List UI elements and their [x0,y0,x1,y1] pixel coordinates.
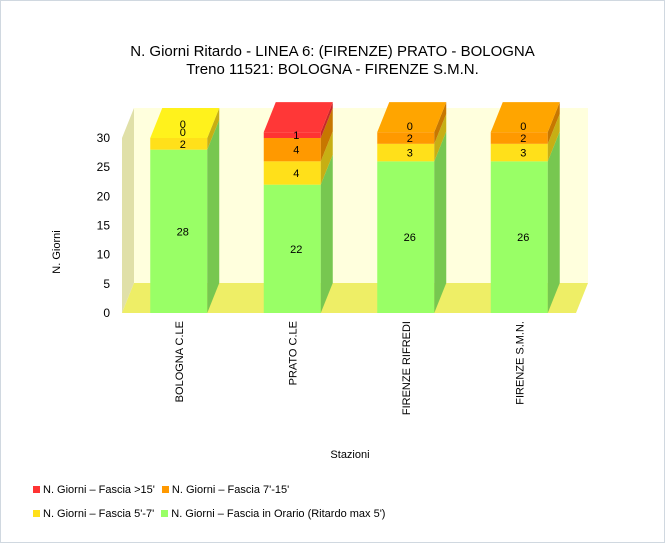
bar-segment-side [320,131,333,185]
data-label: 26 [517,232,529,244]
y-tick-label: 10 [97,248,111,262]
bar-segment [377,143,435,162]
bar-segment [263,184,321,313]
bar-segment [263,161,321,185]
legend-label: N. Giorni – Fascia in Orario (Ritardo ma… [171,508,386,520]
legend-row-1: N. Giorni – Fascia >15' N. Giorni – Fasc… [33,484,293,496]
bar-segment-side [320,154,333,313]
bar-segment [263,138,321,162]
bar-segment-side [547,131,560,313]
bar-segment [377,132,435,144]
y-tick-label: 20 [97,189,111,203]
bar-segment-side [434,131,447,313]
data-label: 28 [177,226,189,238]
back-wall [134,108,588,283]
legend-item: N. Giorni – Fascia 5'-7' [33,508,154,520]
y-tick-label: 30 [97,131,111,145]
bar-segment [490,143,548,162]
data-label: 22 [290,244,302,256]
y-tick-label: 15 [97,219,111,233]
data-label: 4 [293,145,299,157]
legend-item: N. Giorni – Fascia 7'-15' [161,484,290,496]
legend-swatch [33,486,40,493]
bar-segment-side [547,102,560,144]
legend-label: N. Giorni – Fascia 7'-15' [171,484,290,496]
bar-top [263,102,333,133]
data-label: 0 [407,121,413,133]
chart-walls [122,108,588,313]
y-tick-label: 25 [97,160,111,174]
legend-row-2: N. Giorni – Fascia 5'-7' N. Giorni – Fas… [33,508,389,520]
data-label: 2 [180,139,186,151]
bar-segment-side [547,113,560,162]
legend-label: N. Giorni – Fascia 5'-7' [43,508,155,520]
bar-segment [490,132,548,144]
legend-item: N. Giorni – Fascia >15' [33,484,155,496]
bar-segment-side [434,102,447,144]
x-tick-label: BOLOGNA C.LE [174,321,186,402]
bar-top [490,102,560,133]
y-axis-label: N. Giorni [51,230,63,273]
x-axis-label: Stazioni [330,449,369,461]
bar-segment-side [207,119,220,314]
side-wall [122,108,134,313]
x-tick-label: PRATO C.LE [287,321,299,385]
legend-item: N. Giorni – Fascia in Orario (Ritardo ma… [161,508,385,520]
y-tick-label: 0 [103,306,110,320]
bar-top [377,102,447,133]
data-label: 26 [404,232,416,244]
x-tick-label: FIRENZE S.M.N. [514,321,526,405]
data-label: 3 [407,148,413,160]
data-label: 0 [520,121,526,133]
legend-swatch [33,510,40,517]
x-axis: BOLOGNA C.LE PRATO C.LE FIRENZE RIFREDI FIR… [174,321,527,415]
data-label: 4 [293,168,299,180]
data-label: 3 [520,148,526,160]
data-label: 0 [180,127,186,139]
legend-swatch [161,486,169,493]
bar-segment [263,132,321,138]
y-tick-label: 5 [103,277,110,291]
bar-segment-side [320,108,333,162]
data-label: 0 [180,119,186,131]
data-label: 1 [293,130,299,142]
bar-top [150,108,220,138]
bar-stack: 26 3 20 [377,102,447,313]
floor [122,283,588,313]
bar-segment-side [207,108,220,150]
data-label: 2 [520,133,526,145]
bar-segment-side [434,113,447,162]
bar-segment [377,161,435,313]
bar-stack: 26 3 20 [490,102,560,313]
legend-label: N. Giorni – Fascia >15' [43,484,155,496]
chart-subtitle: Treno 11521: BOLOGNA - FIRENZE S.M.N. [186,61,479,78]
bar-segment [150,149,208,313]
bar-segment [490,161,548,313]
data-label: 2 [407,133,413,145]
bar-stack: 22 4 4 1 [263,102,333,313]
y-axis: 0 5 10 15 20 25 30 [97,131,111,320]
bar-segment [150,138,208,150]
legend-swatch [161,510,169,517]
x-tick-label: FIRENZE RIFREDI [401,321,413,415]
chart-title: N. Giorni Ritardo - LINEA 6: (FIRENZE) P… [130,43,535,60]
bar-segment-side [320,102,333,138]
